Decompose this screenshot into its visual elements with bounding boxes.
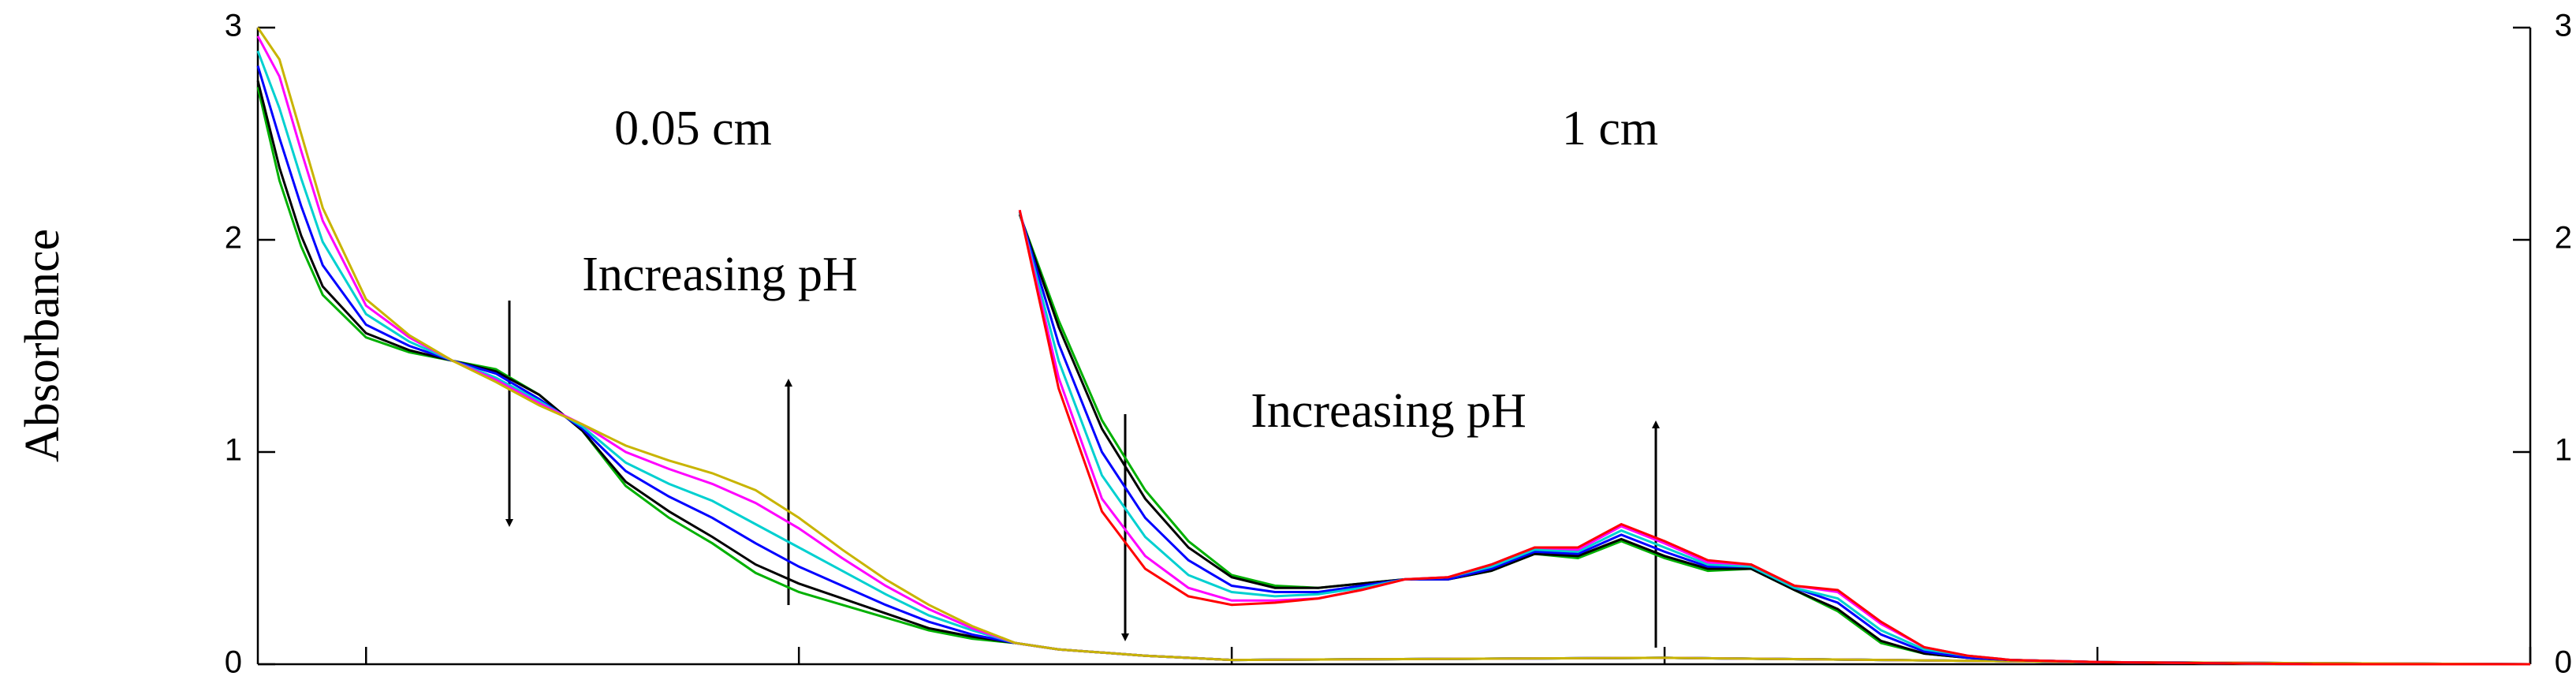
spectrum-line xyxy=(1018,209,2530,666)
annotation: Increasing pH xyxy=(582,248,857,301)
annotation: 1 cm xyxy=(1562,102,1658,155)
y-tick-label: 1 xyxy=(2555,433,2572,468)
annotation: Increasing pH xyxy=(1251,384,1526,438)
spectrum-line xyxy=(1018,211,2530,666)
y-axis-label: Absorbance xyxy=(16,229,69,462)
spectrum-line xyxy=(256,50,2531,666)
spectrum-line xyxy=(1018,211,2530,666)
spectrum-line xyxy=(256,27,2531,666)
y-tick-label: 2 xyxy=(2555,221,2572,256)
y-tick-label: 1 xyxy=(225,433,242,468)
arrows xyxy=(505,301,1660,648)
spectrum-line xyxy=(256,65,2531,666)
spectrum-line xyxy=(256,80,2531,666)
spectrum-line xyxy=(256,86,2531,666)
spectrum-line xyxy=(1018,209,2530,666)
y-tick-label: 3 xyxy=(2555,9,2572,43)
spectrum-line xyxy=(256,35,2531,666)
spectrum-line xyxy=(1018,214,2530,666)
y-tick-label: 0 xyxy=(225,645,242,680)
spectrum-line xyxy=(1018,214,2530,666)
y-tick-label: 0 xyxy=(2555,645,2572,680)
annotation: 0.05 cm xyxy=(614,102,772,155)
y-tick-label: 3 xyxy=(225,9,242,43)
y-tick-label: 2 xyxy=(225,221,242,256)
